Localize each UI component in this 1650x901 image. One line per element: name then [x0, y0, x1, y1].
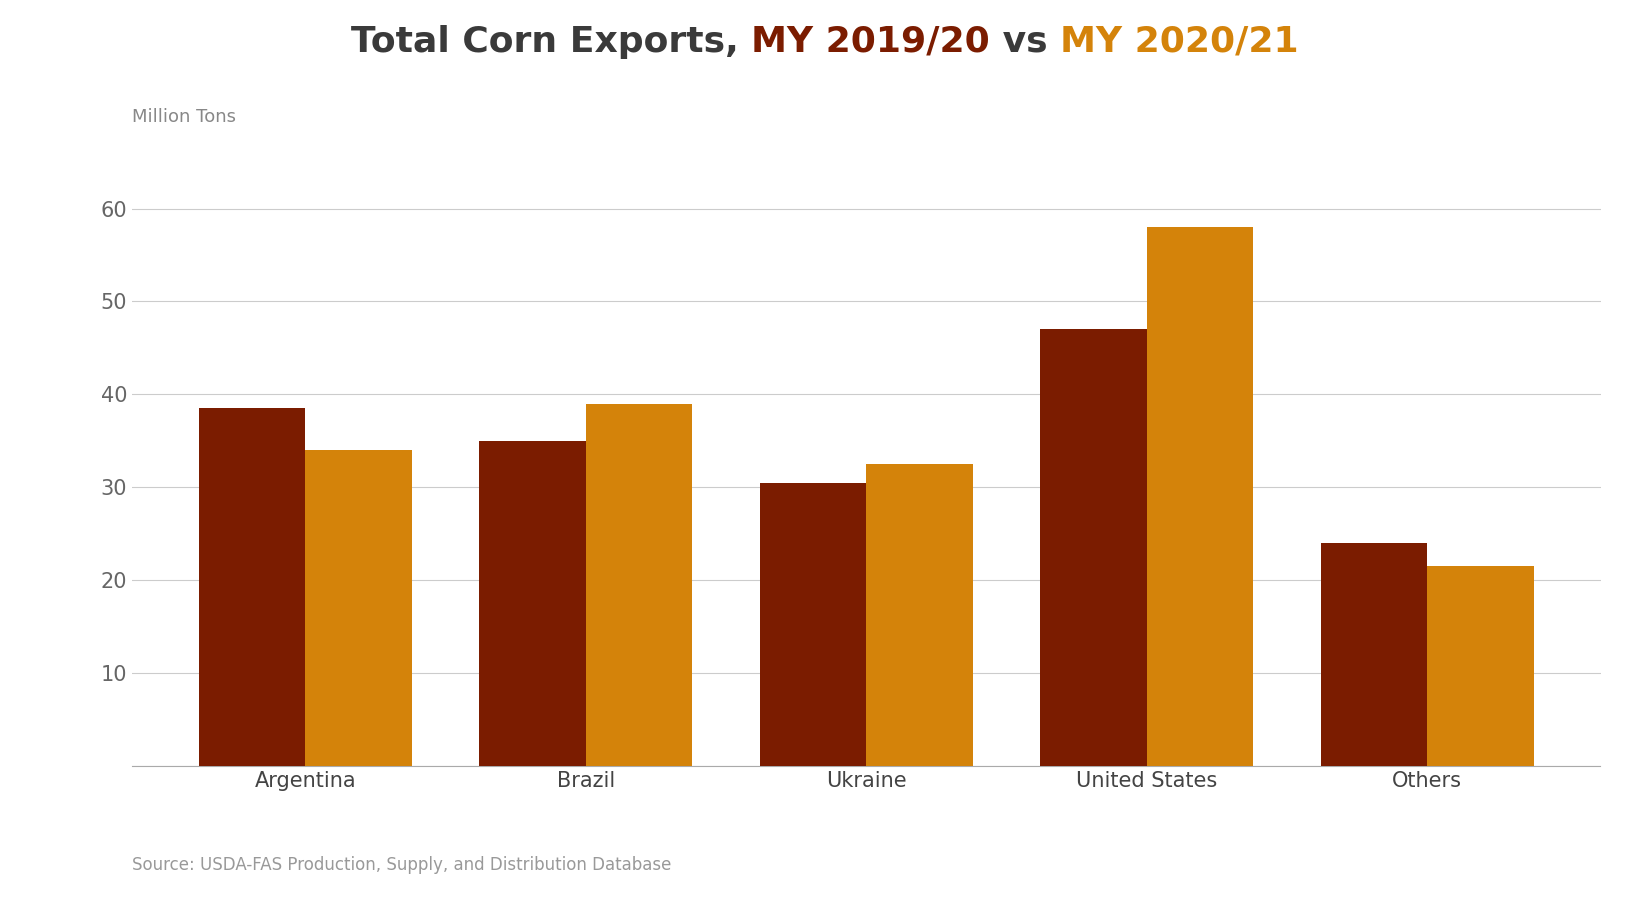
Text: MY 2019/20: MY 2019/20 — [751, 24, 990, 59]
Bar — [866, 464, 973, 766]
Bar — [586, 404, 693, 766]
Text: Total Corn Exports,: Total Corn Exports, — [351, 24, 751, 59]
Text: MY 2020/21: MY 2020/21 — [1061, 24, 1299, 59]
Bar — [1040, 330, 1147, 766]
Bar — [478, 441, 586, 766]
Bar — [305, 450, 412, 766]
Bar — [1320, 543, 1427, 766]
Bar — [759, 483, 866, 766]
Text: Million Tons: Million Tons — [132, 108, 236, 126]
Bar — [1147, 227, 1254, 766]
Bar — [1427, 566, 1534, 766]
Bar — [198, 408, 305, 766]
Text: vs: vs — [990, 24, 1061, 59]
Text: Source: USDA-FAS Production, Supply, and Distribution Database: Source: USDA-FAS Production, Supply, and… — [132, 856, 672, 874]
